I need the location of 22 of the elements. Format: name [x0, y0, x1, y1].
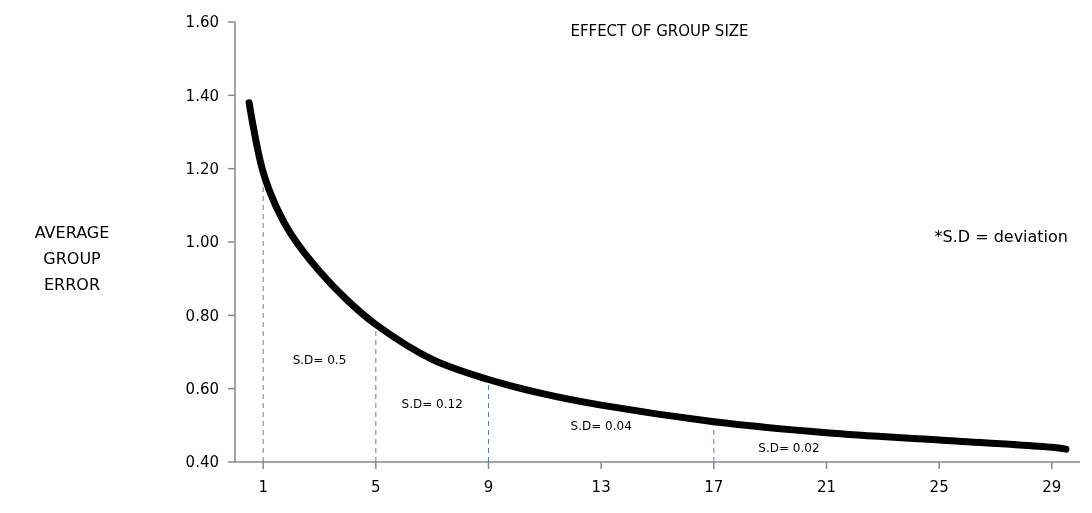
- y-axis-title: AVERAGE GROUP ERROR: [34, 223, 110, 294]
- x-tick-label: 17: [704, 478, 724, 496]
- y-tick-label: 0.60: [185, 379, 219, 398]
- y-tick-label: 0.80: [185, 306, 219, 325]
- x-tick-label: 1: [258, 478, 268, 496]
- annotation: S.D= 0.04: [570, 419, 632, 434]
- annotation: S.D= 0.02: [758, 440, 820, 455]
- x-tick-label: 21: [816, 478, 837, 496]
- annotation: *S.D = deviation: [934, 227, 1068, 246]
- x-tick-label: 5: [371, 478, 381, 496]
- chart-title: EFFECT OF GROUP SIZE: [570, 22, 749, 40]
- y-tick-label: 0.40: [185, 453, 219, 472]
- y-tick-label: 1.20: [185, 159, 219, 178]
- annotation: S.D= 0.12: [401, 396, 463, 411]
- x-tick-label: 9: [483, 478, 494, 496]
- y-tick-label: 1.60: [185, 13, 219, 32]
- x-tick-label: 29: [1042, 478, 1062, 496]
- y-tick-label: 1.40: [185, 86, 219, 105]
- x-tick-label: 25: [929, 478, 949, 496]
- y-tick-label: 1.00: [185, 233, 219, 252]
- x-tick-label: 13: [591, 478, 611, 496]
- annotation: S.D= 0.5: [292, 352, 347, 367]
